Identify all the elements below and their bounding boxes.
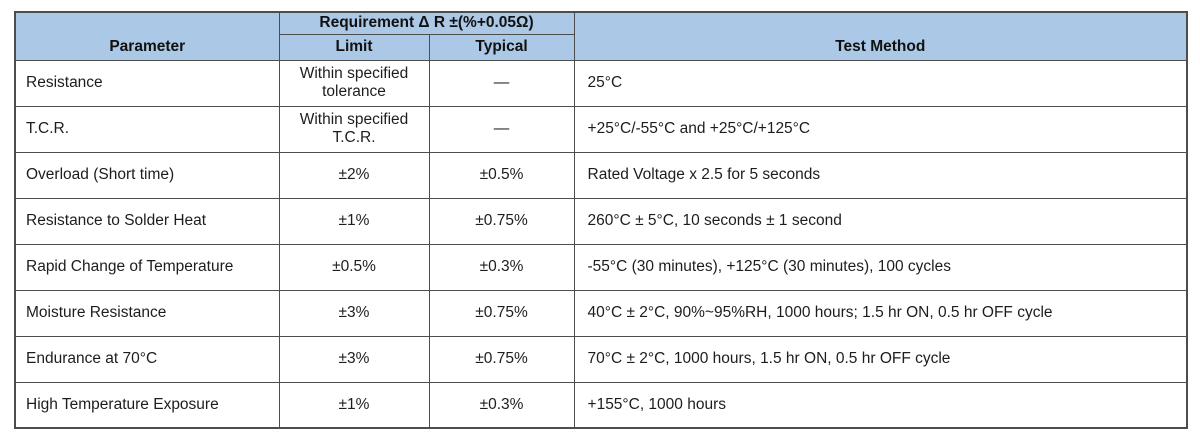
column-header-parameter: Parameter (14, 11, 280, 61)
cell-parameter: Moisture Resistance (14, 289, 280, 337)
table-row-rapid-change: Rapid Change of Temperature ±0.5% ±0.3% … (14, 243, 1188, 291)
cell-parameter: Endurance at 70°C (14, 335, 280, 383)
cell-parameter: Rapid Change of Temperature (14, 243, 280, 291)
table-row-endurance: Endurance at 70°C ±3% ±0.75% 70°C ± 2°C,… (14, 335, 1188, 383)
column-header-test-method: Test Method (573, 11, 1188, 61)
cell-limit: ±2% (278, 151, 430, 199)
cell-parameter: High Temperature Exposure (14, 381, 280, 429)
cell-typical: — (428, 105, 575, 153)
cell-limit: ±0.5% (278, 243, 430, 291)
cell-typical: ±0.5% (428, 151, 575, 199)
cell-typical: ±0.3% (428, 243, 575, 291)
cell-test-method: -55°C (30 minutes), +125°C (30 minutes),… (573, 243, 1188, 291)
cell-typical: ±0.3% (428, 381, 575, 429)
cell-parameter: Overload (Short time) (14, 151, 280, 199)
column-header-limit: Limit (278, 33, 430, 61)
cell-typical: ±0.75% (428, 335, 575, 383)
cell-test-method: 25°C (573, 59, 1188, 107)
table-row-high-temp: High Temperature Exposure ±1% ±0.3% +155… (14, 381, 1188, 429)
table-row-tcr: T.C.R. Within specified T.C.R. — +25°C/-… (14, 105, 1188, 153)
cell-test-method: 70°C ± 2°C, 1000 hours, 1.5 hr ON, 0.5 h… (573, 335, 1188, 383)
cell-limit: ±3% (278, 289, 430, 337)
cell-test-method: +155°C, 1000 hours (573, 381, 1188, 429)
table-row-solder-heat: Resistance to Solder Heat ±1% ±0.75% 260… (14, 197, 1188, 245)
table-body: Resistance Within specified tolerance — … (14, 59, 1188, 429)
cell-limit: ±1% (278, 197, 430, 245)
cell-limit: Within specified tolerance (278, 59, 430, 107)
column-header-typical: Typical (428, 33, 575, 61)
cell-parameter: Resistance to Solder Heat (14, 197, 280, 245)
cell-parameter: T.C.R. (14, 105, 280, 153)
cell-typical: ±0.75% (428, 197, 575, 245)
cell-test-method: Rated Voltage x 2.5 for 5 seconds (573, 151, 1188, 199)
specification-table: Parameter Requirement Δ R ±(%+0.05Ω) Tes… (14, 11, 1189, 429)
cell-parameter: Resistance (14, 59, 280, 107)
cell-test-method: 260°C ± 5°C, 10 seconds ± 1 second (573, 197, 1188, 245)
cell-limit: Within specified T.C.R. (278, 105, 430, 153)
table-row-overload: Overload (Short time) ±2% ±0.5% Rated Vo… (14, 151, 1188, 199)
cell-test-method: 40°C ± 2°C, 90%~95%RH, 1000 hours; 1.5 h… (573, 289, 1188, 337)
cell-test-method: +25°C/-55°C and +25°C/+125°C (573, 105, 1188, 153)
table-row-moisture: Moisture Resistance ±3% ±0.75% 40°C ± 2°… (14, 289, 1188, 337)
table-row-resistance: Resistance Within specified tolerance — … (14, 59, 1188, 107)
cell-typical: ±0.75% (428, 289, 575, 337)
cell-limit: ±3% (278, 335, 430, 383)
cell-limit: ±1% (278, 381, 430, 429)
table-header: Parameter Requirement Δ R ±(%+0.05Ω) Tes… (14, 11, 1188, 61)
column-header-requirement-group: Requirement Δ R ±(%+0.05Ω) (278, 11, 575, 35)
cell-typical: — (428, 59, 575, 107)
